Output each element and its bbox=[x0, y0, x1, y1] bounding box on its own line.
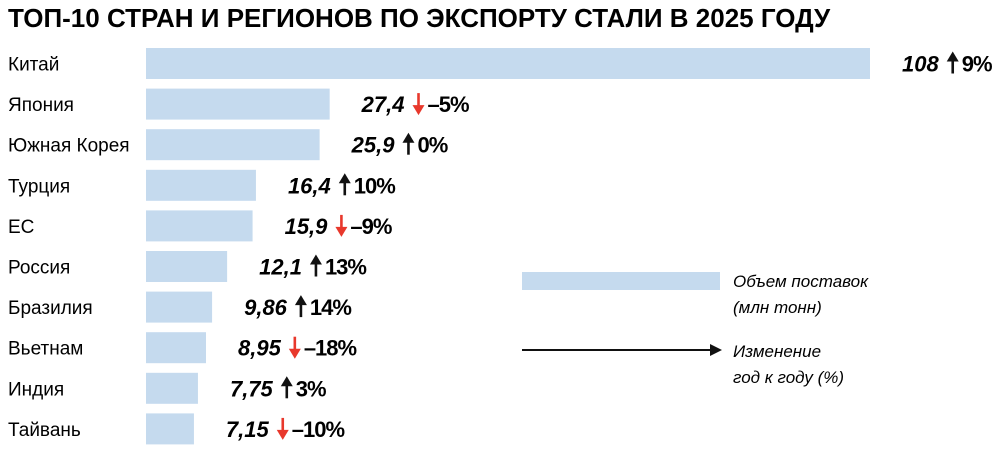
arrow-down-icon bbox=[276, 417, 289, 440]
arrow-up-icon bbox=[280, 376, 293, 399]
change-label: 14% bbox=[310, 295, 351, 320]
arrow-up-icon bbox=[946, 51, 959, 74]
legend: Объем поставок (млн тонн) Изменение год … bbox=[522, 272, 869, 387]
value-label: 25,9 bbox=[351, 133, 396, 158]
legend-bar-label-line1: Объем поставок bbox=[733, 272, 869, 291]
bar bbox=[146, 48, 870, 79]
category-label: ЕС bbox=[8, 217, 34, 238]
legend-arrow-label-line2: год к году (%) bbox=[733, 368, 844, 387]
legend-arrow-head-icon bbox=[710, 344, 722, 356]
category-label: Южная Корея bbox=[8, 136, 130, 157]
bar bbox=[146, 129, 320, 161]
legend-bar-swatch bbox=[522, 272, 720, 290]
bar bbox=[146, 332, 206, 364]
change-label: –10% bbox=[292, 417, 345, 442]
arrow-down-icon bbox=[412, 93, 425, 116]
legend-bar-label-line2: (млн тонн) bbox=[733, 298, 822, 317]
category-label: Бразилия bbox=[8, 298, 93, 319]
value-label: 9,86 bbox=[244, 295, 288, 320]
bar bbox=[146, 291, 213, 323]
value-label: 16,4 bbox=[288, 173, 331, 198]
value-label: 108 bbox=[902, 52, 939, 77]
arrow-up-icon bbox=[402, 132, 415, 155]
bar bbox=[146, 88, 330, 120]
chart-rows: Китай 108 9% Япония 27,4 –5% Южная Корея 25,9 0%… bbox=[8, 48, 993, 445]
bar bbox=[146, 413, 194, 445]
category-label: Россия bbox=[8, 258, 70, 279]
value-label: 7,15 bbox=[226, 417, 270, 442]
change-label: 0% bbox=[417, 133, 447, 158]
change-label: 9% bbox=[962, 52, 992, 77]
value-label: 27,4 bbox=[361, 92, 405, 117]
change-label: 10% bbox=[354, 173, 395, 198]
arrow-down-icon bbox=[335, 214, 348, 237]
arrow-down-icon bbox=[288, 336, 301, 359]
category-label: Китай bbox=[8, 55, 59, 76]
legend-arrow-label-line1: Изменение bbox=[733, 342, 821, 361]
arrow-up-icon bbox=[338, 173, 351, 196]
change-label: –18% bbox=[304, 336, 357, 361]
category-label: Япония bbox=[8, 95, 74, 116]
change-label: –5% bbox=[428, 92, 469, 117]
category-label: Турция bbox=[8, 176, 70, 197]
category-label: Вьетнам bbox=[8, 339, 83, 360]
bar bbox=[146, 169, 256, 201]
value-label: 15,9 bbox=[285, 214, 329, 239]
arrow-up-icon bbox=[294, 295, 307, 318]
bar bbox=[146, 210, 253, 242]
category-label: Индия bbox=[8, 379, 64, 400]
change-label: 13% bbox=[325, 255, 366, 280]
value-label: 8,95 bbox=[238, 336, 282, 361]
change-label: 3% bbox=[296, 376, 326, 401]
category-label: Тайвань bbox=[8, 420, 81, 441]
value-label: 12,1 bbox=[259, 255, 302, 280]
bar bbox=[146, 372, 198, 404]
value-label: 7,75 bbox=[230, 376, 274, 401]
change-label: –9% bbox=[350, 214, 391, 239]
chart-title: ТОП-10 СТРАН И РЕГИОНОВ ПО ЭКСПОРТУ СТАЛ… bbox=[8, 3, 831, 33]
bar bbox=[146, 251, 228, 282]
arrow-up-icon bbox=[309, 254, 322, 277]
